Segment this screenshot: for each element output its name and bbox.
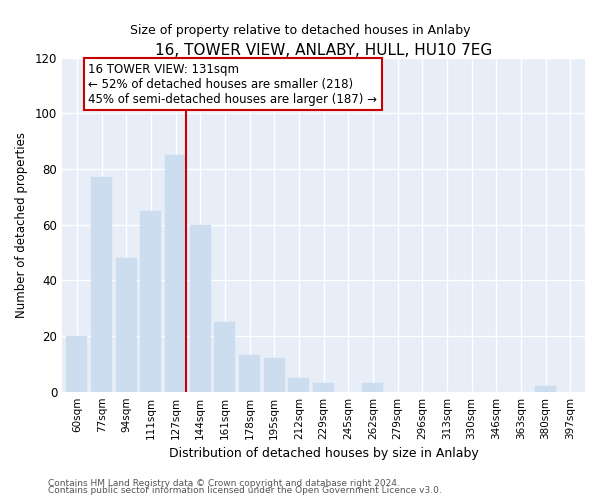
Text: Contains public sector information licensed under the Open Government Licence v3: Contains public sector information licen… — [48, 486, 442, 495]
Bar — [313, 384, 334, 392]
X-axis label: Distribution of detached houses by size in Anlaby: Distribution of detached houses by size … — [169, 447, 478, 460]
Bar — [239, 356, 260, 392]
Bar — [362, 384, 383, 392]
Bar — [190, 224, 211, 392]
Y-axis label: Number of detached properties: Number of detached properties — [15, 132, 28, 318]
Bar — [165, 155, 186, 392]
Text: 16 TOWER VIEW: 131sqm
← 52% of detached houses are smaller (218)
45% of semi-det: 16 TOWER VIEW: 131sqm ← 52% of detached … — [88, 62, 377, 106]
Text: Size of property relative to detached houses in Anlaby: Size of property relative to detached ho… — [130, 24, 470, 37]
Bar — [214, 322, 235, 392]
Bar — [140, 210, 161, 392]
Bar — [264, 358, 285, 392]
Bar — [116, 258, 137, 392]
Bar — [91, 177, 112, 392]
Bar — [67, 336, 88, 392]
Bar — [289, 378, 310, 392]
Bar — [535, 386, 556, 392]
Text: Contains HM Land Registry data © Crown copyright and database right 2024.: Contains HM Land Registry data © Crown c… — [48, 478, 400, 488]
Title: 16, TOWER VIEW, ANLABY, HULL, HU10 7EG: 16, TOWER VIEW, ANLABY, HULL, HU10 7EG — [155, 42, 492, 58]
